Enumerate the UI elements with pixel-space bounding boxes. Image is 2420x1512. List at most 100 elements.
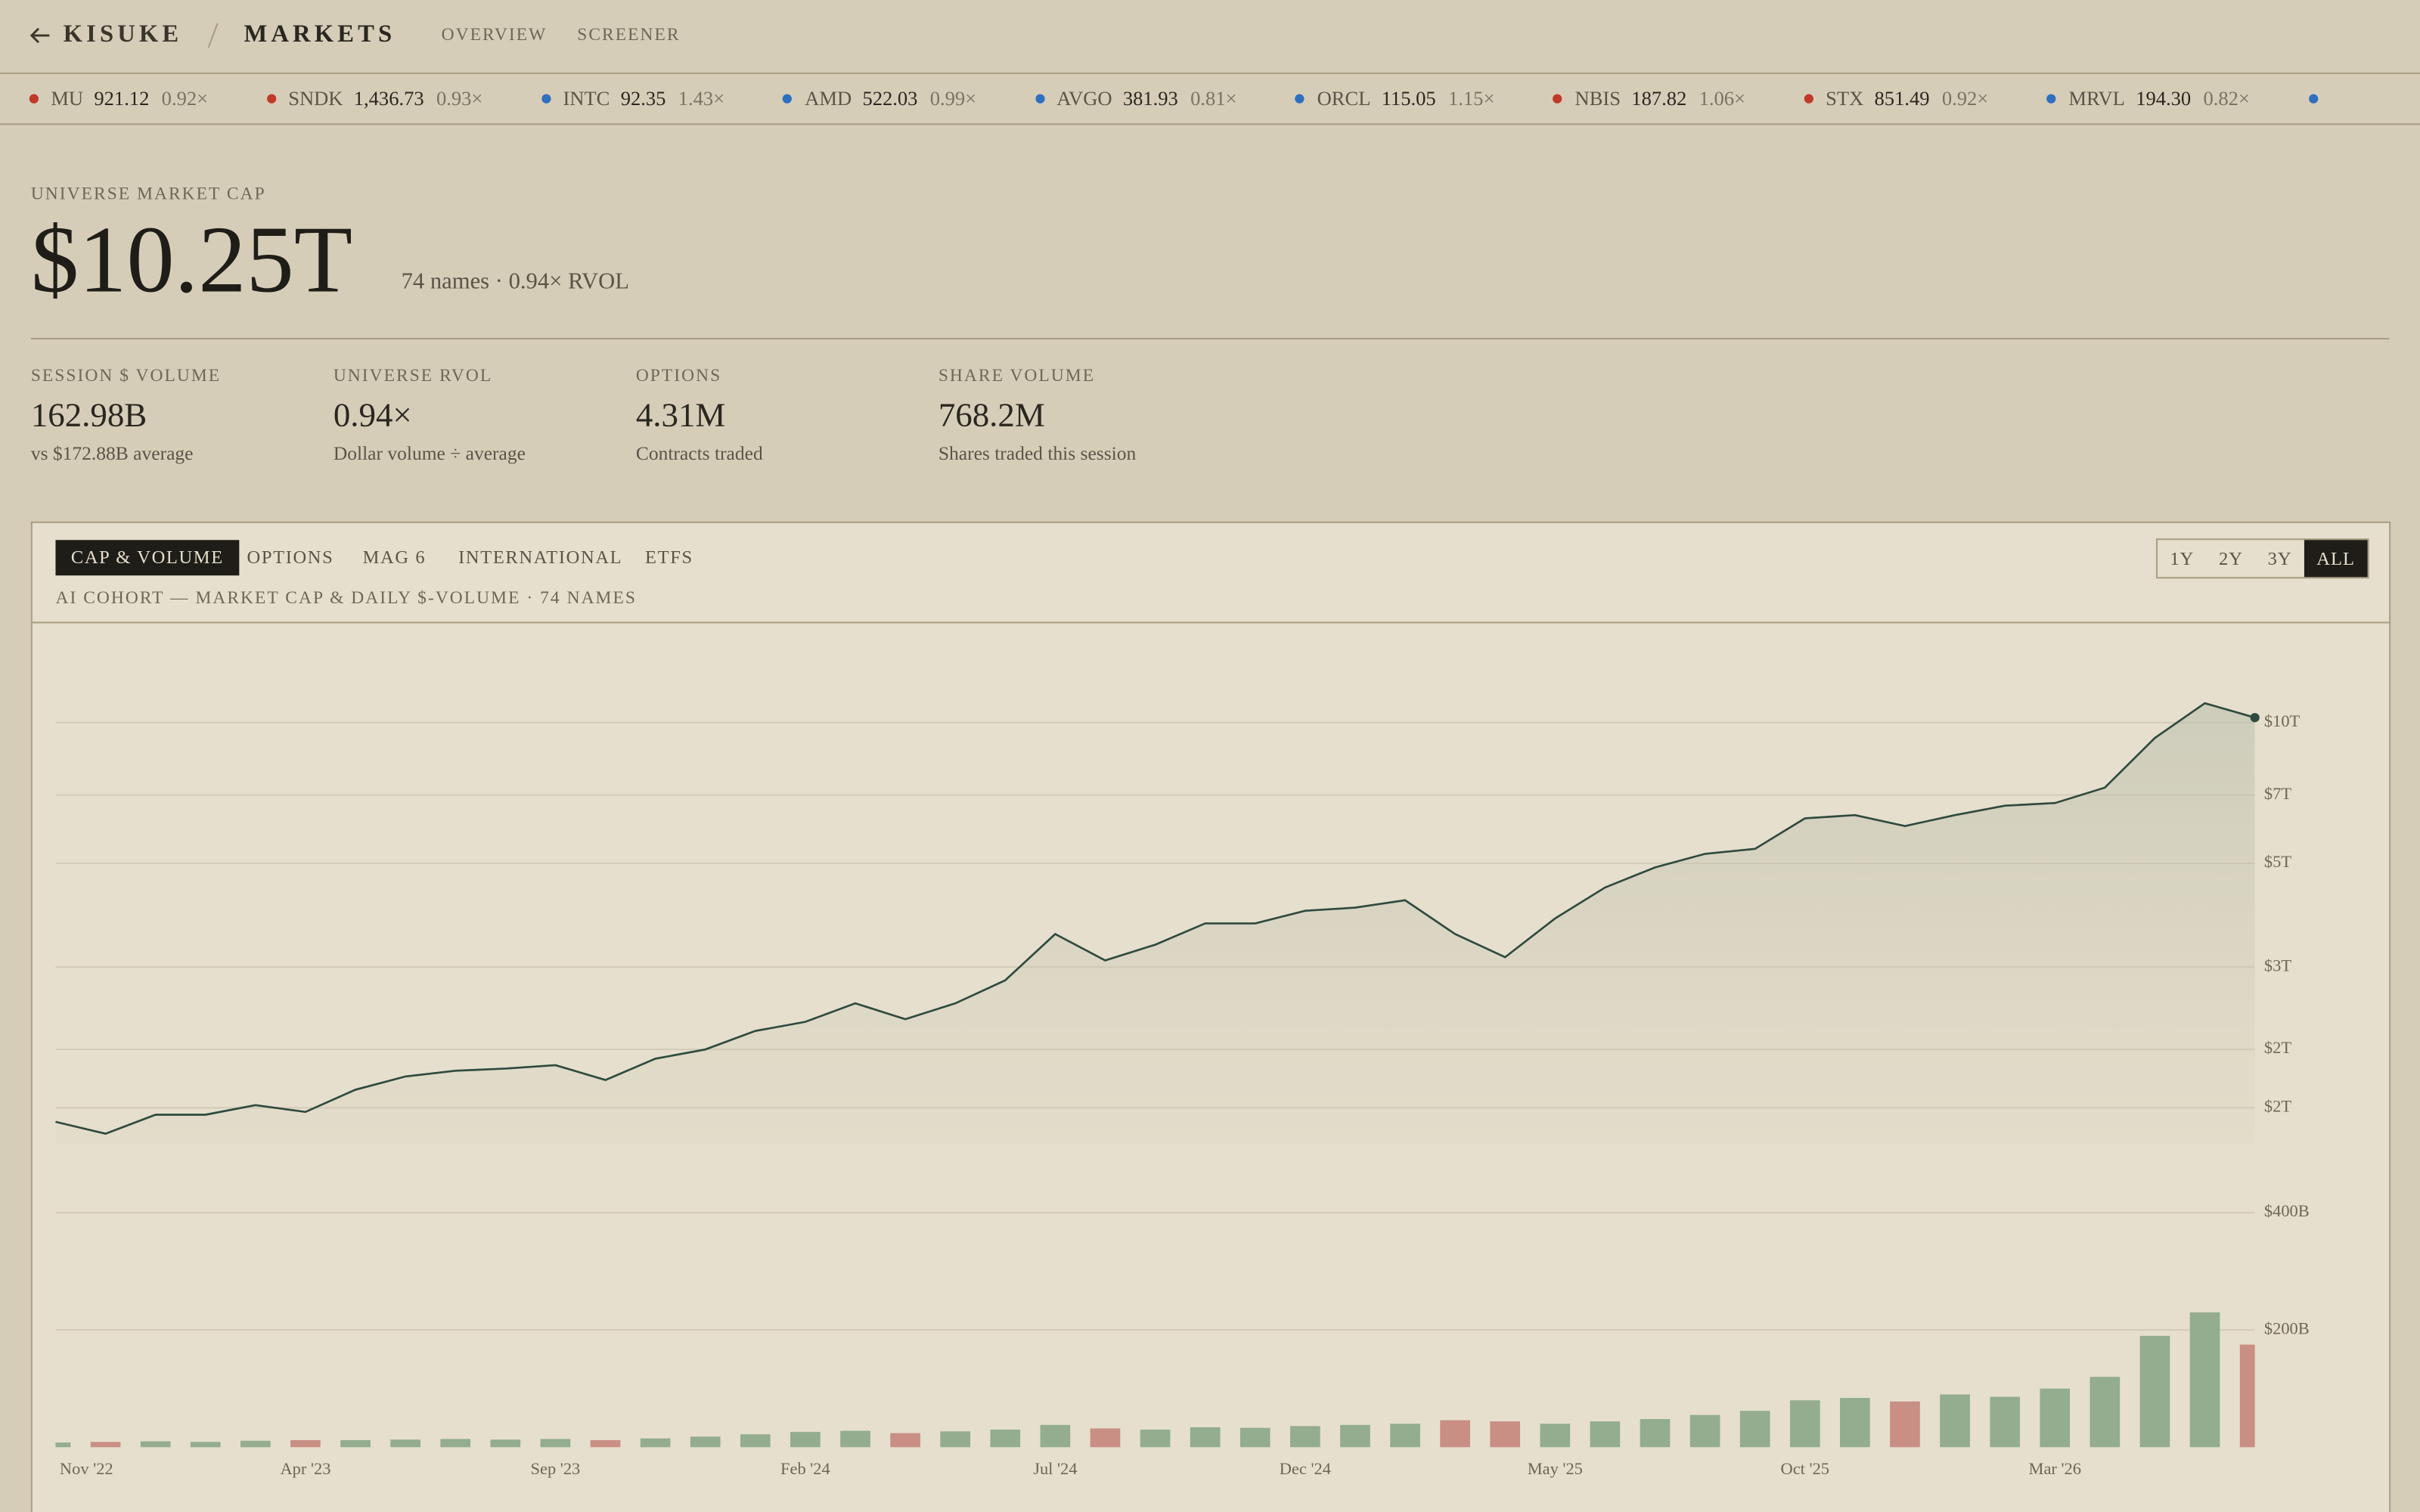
volume-bar (1590, 1421, 1621, 1448)
volume-bar (1940, 1394, 1970, 1448)
ticker-item[interactable]: AVGO 381.93 0.81× (1035, 86, 1237, 111)
volume-bar (490, 1439, 521, 1448)
x-tick-label: Apr '23 (280, 1459, 330, 1478)
price: 851.49 (1874, 86, 1930, 110)
ticker-item[interactable]: MU 921.12 0.92× (29, 86, 208, 111)
ticker-item[interactable]: MRVL 194.30 0.82× (2046, 86, 2250, 111)
tab[interactable]: CAP & VOLUME (55, 540, 240, 576)
symbol: AMD (805, 86, 852, 110)
volume-bar (2239, 1344, 2255, 1448)
volume-bar (690, 1436, 721, 1448)
volume-bar (140, 1441, 171, 1448)
hero-value: $10.25T (30, 208, 353, 314)
range-button[interactable]: 2Y (2219, 547, 2244, 570)
stat-label: SHARE VOLUME (938, 367, 1096, 386)
volume-bar (440, 1439, 471, 1448)
dot (1553, 94, 1563, 104)
rvol: 0.82× (2203, 86, 2250, 110)
top-bar: KISUKE MARKETS OVERVIEW SCREENER (0, 0, 2420, 74)
volume-bar (2139, 1335, 2170, 1448)
dot (1035, 94, 1044, 104)
dot (29, 94, 39, 104)
ticker-strip: MU 921.12 0.92× SNDK 1,436.73 0.93× INTC 92.35 1… (0, 74, 2420, 125)
y-tick-label: $200B (2264, 1318, 2310, 1337)
volume-bar (1490, 1421, 1521, 1448)
ticker-item[interactable] (2308, 94, 2330, 104)
volume-bar (990, 1430, 1021, 1448)
rvol: 1.43× (678, 86, 725, 110)
volume-bar (1440, 1420, 1470, 1448)
tab[interactable]: OPTIONS (247, 546, 334, 569)
stat-label: UNIVERSE RVOL (333, 367, 493, 386)
range-button[interactable]: 1Y (2170, 547, 2195, 570)
rvol: 0.92× (161, 86, 209, 110)
tab[interactable]: INTERNATIONAL (458, 546, 623, 569)
volume-bar (840, 1430, 870, 1448)
volume-bar (240, 1440, 271, 1448)
volume-bar (1840, 1398, 1870, 1448)
volume-bar (890, 1433, 920, 1448)
volume-bar (340, 1439, 371, 1448)
volume-bar (2040, 1388, 2071, 1448)
stat-label: OPTIONS (635, 367, 722, 386)
x-tick-label: Mar '26 (2029, 1459, 2081, 1478)
brand[interactable]: KISUKE (63, 21, 183, 48)
dot (1295, 94, 1305, 104)
volume-bar (740, 1434, 771, 1448)
stat-label: SESSION $ VOLUME (30, 367, 222, 386)
symbol: STX (1826, 86, 1864, 110)
range-button[interactable]: ALL (2304, 540, 2368, 578)
dot (1804, 94, 1813, 104)
volume-bar (940, 1431, 971, 1448)
stat-value: 4.31M (635, 395, 726, 434)
volume-bar (1090, 1428, 1121, 1448)
stat-value: 0.94× (333, 395, 412, 434)
area (55, 703, 2255, 1145)
stat-sub: Contracts traded (635, 442, 763, 465)
volume-bar (1739, 1411, 1770, 1448)
y-tick-label: $10T (2264, 711, 2301, 730)
nav-link[interactable]: SCREENER (577, 26, 681, 45)
volume-bar (1390, 1424, 1420, 1448)
stat-sub: Dollar volume ÷ average (333, 442, 526, 465)
tab[interactable]: MAG 6 (362, 546, 427, 569)
price: 1,436.73 (353, 86, 424, 110)
range-button[interactable]: 3Y (2267, 547, 2292, 570)
ticker-item[interactable]: NBIS 187.82 1.06× (1553, 86, 1745, 111)
dot (2308, 94, 2318, 104)
dot (783, 94, 793, 104)
price: 115.05 (1381, 86, 1436, 110)
ticker-item[interactable]: INTC 92.35 1.43× (541, 86, 724, 111)
ticker-item[interactable]: AMD 522.03 0.99× (783, 86, 976, 111)
symbol: INTC (563, 86, 610, 110)
ticker-item[interactable]: STX 851.49 0.92× (1804, 86, 1988, 111)
volume-bar (1140, 1430, 1171, 1448)
ticker-item[interactable]: ORCL 115.05 1.15× (1295, 86, 1494, 111)
x-tick-label: Sep '23 (531, 1459, 581, 1478)
price: 194.30 (2136, 86, 2192, 110)
tab[interactable]: ETFS (645, 546, 693, 569)
symbol: MRVL (2068, 86, 2125, 110)
x-tick-label: Jul '24 (1033, 1459, 1077, 1478)
stat-value: 768.2M (938, 395, 1045, 434)
back-arrow[interactable] (29, 26, 51, 45)
ticker-item[interactable]: SNDK 1,436.73 0.93× (266, 86, 482, 111)
y-tick-label: $2T (2264, 1038, 2291, 1057)
volume-bar (790, 1432, 821, 1448)
rvol: 1.15× (1448, 86, 1495, 110)
x-tick-label: Oct '25 (1781, 1459, 1830, 1478)
dot (2046, 94, 2057, 104)
volume-bar (1040, 1424, 1071, 1448)
volume-bar (1540, 1424, 1571, 1448)
symbol: MU (51, 86, 84, 110)
y-tick-label: $7T (2264, 784, 2291, 803)
volume-bar (1290, 1426, 1320, 1448)
volume-bar (1689, 1414, 1720, 1448)
price: 522.03 (862, 86, 918, 110)
nav-link[interactable]: OVERVIEW (441, 26, 548, 45)
volume-bar (590, 1439, 621, 1448)
symbol: SNDK (288, 86, 343, 110)
symbol: AVGO (1056, 86, 1112, 110)
last-point (2250, 713, 2260, 723)
